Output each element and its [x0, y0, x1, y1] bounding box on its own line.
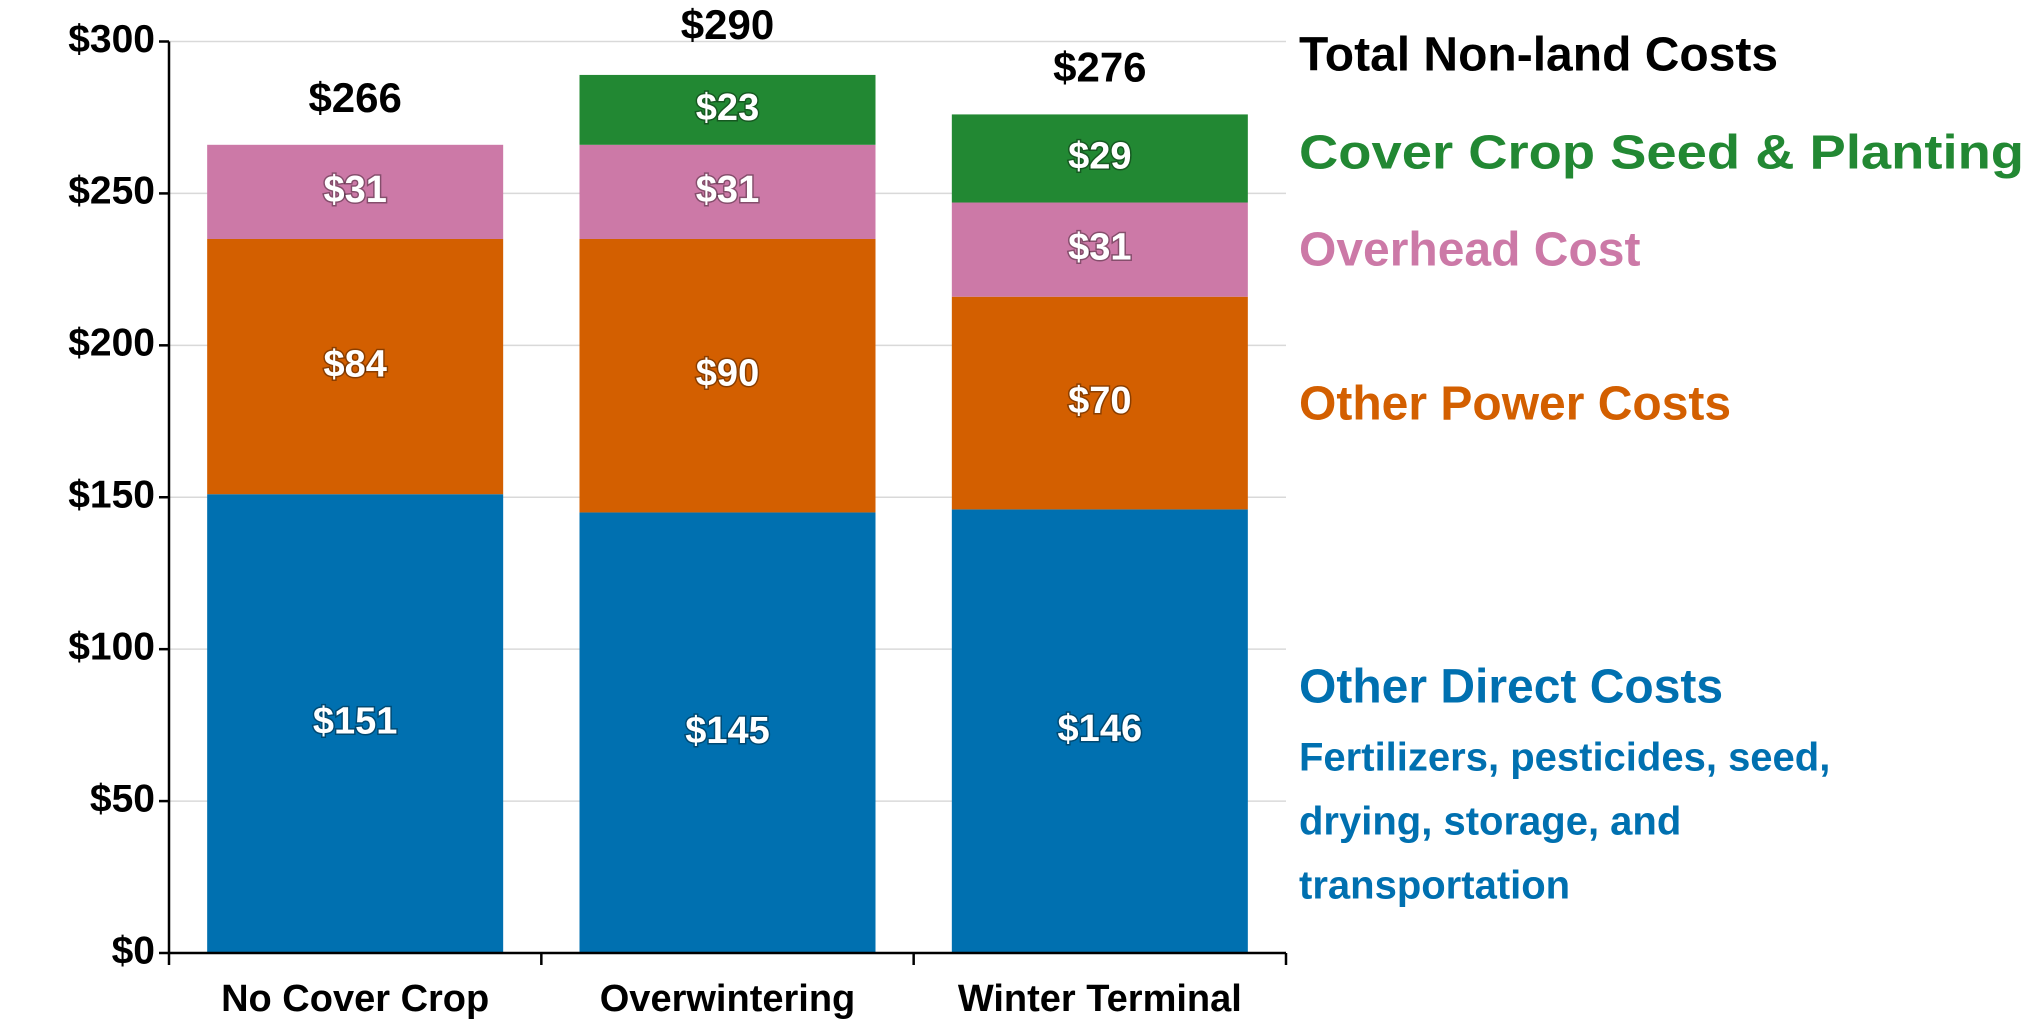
bar-segment: [579, 238, 876, 513]
y-tick-label: $50: [90, 777, 155, 820]
value-label: $84: [323, 344, 386, 386]
y-tick-label: $300: [68, 18, 155, 61]
value-label: $90: [696, 353, 759, 395]
legend-title: Total Non-land Costs: [1299, 29, 1778, 82]
value-label: $31: [1068, 227, 1131, 269]
y-tick-label: $200: [68, 322, 155, 365]
legend-entry: Overhead Cost: [1299, 224, 1640, 277]
bar-segment: [951, 509, 1248, 953]
value-label: $29: [1068, 136, 1131, 178]
x-tick-label: Winter Terminal: [958, 978, 1242, 1020]
total-label: $290: [681, 1, 774, 48]
bar-segment: [579, 512, 876, 953]
bar-segment: [207, 494, 504, 953]
value-label: $31: [696, 169, 759, 211]
value-label: $31: [323, 169, 386, 211]
x-tick-label: Overwintering: [600, 978, 856, 1020]
legend-note: Fertilizers, pesticides, seed,: [1299, 736, 1830, 780]
bar-segment: [207, 144, 504, 239]
legend-entry: Cover Crop Seed & Planting: [1299, 127, 2024, 180]
total-label: $266: [308, 74, 401, 121]
bar-segment: [951, 296, 1248, 510]
legend-note: drying, storage, and: [1299, 800, 1681, 844]
bar-segment: [951, 202, 1248, 297]
y-tick-label: $150: [68, 474, 155, 517]
bar-segment: [207, 238, 504, 495]
y-tick-label: $250: [68, 170, 155, 213]
bar-segment: [579, 144, 876, 239]
legend-note: transportation: [1299, 864, 1570, 908]
value-label: $145: [685, 710, 770, 752]
y-tick-label: $100: [68, 625, 155, 668]
y-tick-label: $0: [112, 929, 155, 972]
bar-segment: [951, 114, 1248, 203]
x-tick-label: No Cover Crop: [221, 978, 489, 1020]
legend-entry: Other Direct Costs: [1299, 661, 1723, 714]
bar-segment: [579, 74, 876, 145]
value-label: $70: [1068, 380, 1131, 422]
value-label: $23: [696, 87, 759, 129]
value-label: $151: [313, 701, 398, 743]
total-label: $276: [1053, 44, 1146, 91]
legend-entry: Other Power Costs: [1299, 378, 1731, 431]
value-label: $146: [1058, 708, 1143, 750]
